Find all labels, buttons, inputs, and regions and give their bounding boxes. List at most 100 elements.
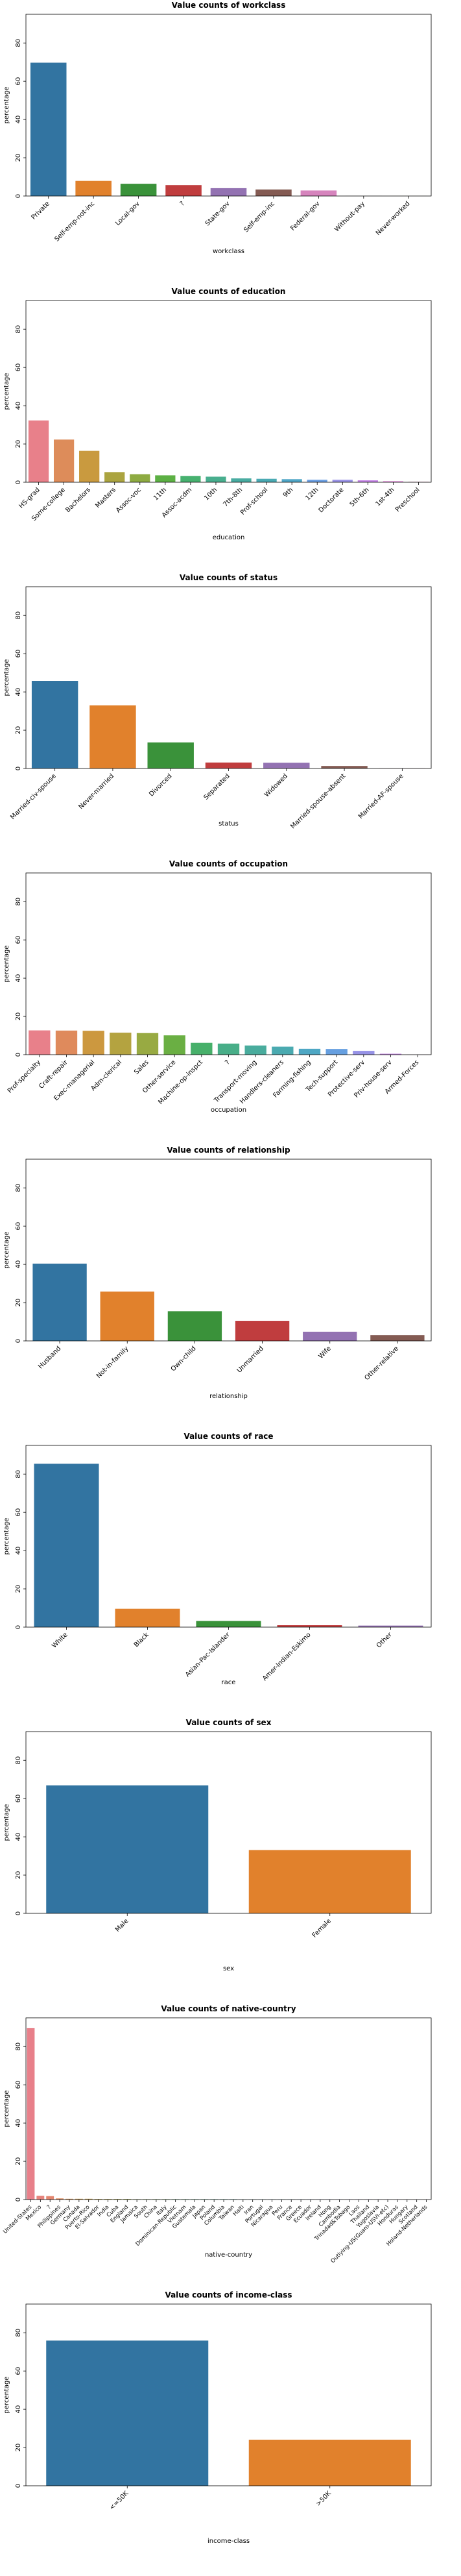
bar-10th [206, 476, 226, 482]
y-tick-label: 0 [15, 2198, 22, 2202]
bar-exec-managerial [83, 1031, 104, 1055]
x-tick-label: Other [375, 1631, 394, 1649]
x-axis-label: status [219, 820, 239, 828]
x-tick-label: Private [30, 200, 51, 221]
y-tick-label: 60 [15, 77, 22, 86]
bar-wife [303, 1332, 357, 1341]
bar-craft-repair [56, 1031, 77, 1055]
bar-assoc-acdm [180, 476, 200, 482]
bar-self-emp-not-inc [75, 181, 112, 196]
y-tick-label: 0 [15, 1339, 22, 1343]
x-tick-label: ? [224, 1059, 231, 1066]
x-axis-label: occupation [211, 1107, 246, 1114]
bar-adm-clerical [110, 1033, 131, 1055]
plot-frame [26, 14, 431, 196]
x-tick-label: Sales [133, 1059, 150, 1076]
y-tick-label: 80 [15, 898, 22, 906]
charts-container: Value counts of workclass 0 20 40 60 80 Privat… [0, 0, 461, 2518]
y-tick-label: 60 [15, 650, 22, 658]
y-tick-label: 80 [15, 611, 22, 620]
y-tick-label: 20 [15, 726, 22, 735]
chart-title: Value counts of sex [186, 1718, 272, 1727]
x-tick-label: Married-civ-spouse [9, 772, 58, 821]
y-tick-label: 60 [15, 2367, 22, 2375]
plot-frame [26, 587, 431, 768]
y-tick-label: 80 [15, 39, 22, 47]
chart-7: Value counts of native-country020406080U… [0, 2004, 461, 2290]
chart-title: Value counts of workclass [172, 1, 286, 10]
bar-other-relative [370, 1335, 424, 1341]
y-tick-label: 0 [15, 767, 22, 770]
x-tick-label: Amer-Indian-Eskimo [261, 1631, 313, 1682]
bar-tech-support [326, 1049, 348, 1055]
y-tick-label: 20 [15, 1012, 22, 1021]
y-tick-label: 40 [15, 1547, 22, 1555]
bar-doctorate [333, 480, 353, 482]
bar-federal-gov [301, 190, 337, 196]
x-axis-label: native-country [205, 2251, 252, 2259]
y-axis-label: percentage [3, 1804, 10, 1841]
x-tick-label: Prof-specialty [6, 1059, 42, 1094]
bar-widowed [263, 763, 309, 768]
x-tick-label: Never-worked [375, 200, 412, 237]
plot-frame [26, 873, 431, 1055]
x-tick-label: Self-emp-not-inc [53, 200, 96, 243]
bar-- [46, 2196, 54, 2200]
x-tick-label: Prof-school [239, 486, 269, 516]
x-tick-label: Male [114, 1917, 130, 1933]
x-tick-label: Self-emp-inc [242, 200, 276, 234]
bar-self-emp-inc [255, 190, 292, 196]
x-tick-label: Federal-gov [289, 200, 321, 232]
y-tick-label: 40 [15, 1833, 22, 1841]
y-tick-label: 80 [15, 1184, 22, 1192]
bar-some-college [54, 439, 74, 482]
x-tick-label: Husband [37, 1345, 62, 1370]
x-tick-label: ? [179, 200, 187, 208]
chart-1: Value counts of education020406080HS-gra… [0, 286, 461, 572]
y-axis-label: percentage [3, 659, 10, 696]
chart-title: Value counts of occupation [169, 859, 288, 868]
bar--50k [249, 2440, 411, 2486]
x-tick-label: HS-grad [18, 486, 41, 509]
x-tick-label: Separated [202, 772, 231, 801]
y-axis-label: percentage [3, 1232, 10, 1269]
bar-amer-indian-eskimo [278, 1625, 342, 1627]
x-tick-label: Not-in-family [95, 1345, 130, 1380]
x-tick-label: 12th [304, 486, 320, 502]
x-tick-label: Own-child [170, 1345, 198, 1373]
y-tick-label: 80 [15, 325, 22, 334]
plot-frame [26, 2018, 431, 2200]
y-tick-label: 20 [15, 2444, 22, 2452]
chart-title: Value counts of relationship [167, 1146, 290, 1155]
y-tick-label: 80 [15, 2042, 22, 2051]
bar-bachelors [79, 451, 99, 482]
bar-5th-6th [358, 480, 378, 482]
chart-title: Value counts of income-class [165, 2290, 292, 2300]
x-tick-label: >50K [315, 2490, 333, 2508]
bar-state-gov [211, 188, 247, 196]
chart-0: Value counts of workclass020406080Privat… [0, 0, 461, 286]
bar-other-service [164, 1035, 185, 1055]
x-axis-label: education [213, 534, 245, 541]
bar-prof-school [256, 479, 276, 482]
x-tick-label: Divorced [148, 772, 173, 798]
x-tick-label: 11th [152, 486, 168, 502]
x-tick-label: Masters [94, 486, 117, 509]
x-tick-label: Wife [318, 1345, 333, 1360]
x-tick-label: Black [133, 1631, 150, 1649]
y-tick-label: 20 [15, 440, 22, 448]
y-tick-label: 0 [15, 1625, 22, 1629]
y-tick-label: 60 [15, 363, 22, 372]
x-tick-label: <=50K [108, 2490, 130, 2512]
x-tick-label: Assoc-voc [115, 486, 143, 514]
chart-title: Value counts of status [180, 573, 278, 582]
y-tick-label: 80 [15, 1756, 22, 1765]
x-tick-label: Asian-Pac-Islander [184, 1631, 231, 1678]
x-axis-label: relationship [209, 1393, 248, 1400]
bar-sales [137, 1033, 158, 1055]
x-tick-label: Machine-op-inspct [157, 1059, 204, 1106]
bar-never-married [89, 705, 136, 768]
bar-mexico [36, 2196, 44, 2200]
